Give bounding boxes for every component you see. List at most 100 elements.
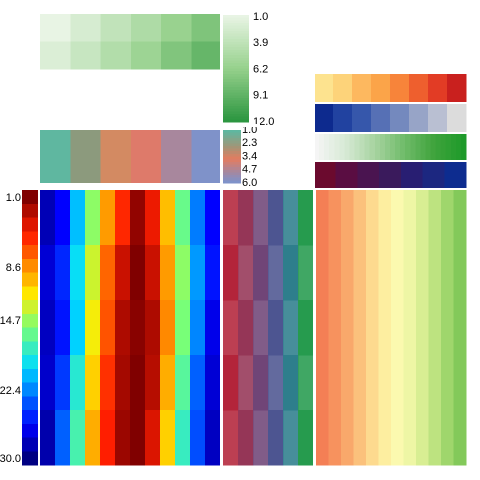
spectral-block-cell — [428, 190, 442, 246]
palette-swatch — [314, 104, 334, 132]
spectral-block-cell — [441, 190, 454, 246]
spectral-block-cell — [366, 410, 379, 466]
jet-column-cell — [22, 410, 38, 425]
jet-block-cell — [40, 410, 56, 466]
category-cell — [130, 130, 162, 183]
jet-block-cell — [85, 190, 101, 246]
spectral-block-cell — [341, 355, 354, 411]
category-colorbar-tick: 6.0 — [242, 177, 257, 189]
jet-block-cell — [55, 190, 71, 246]
category-colorbar-tick: 3.4 — [242, 150, 257, 162]
palette-swatch — [409, 104, 429, 132]
jet-block-cell — [100, 245, 116, 301]
jet-block-cell — [190, 300, 206, 356]
green-cell — [40, 14, 71, 42]
jet-block-cell — [85, 410, 101, 466]
jet-block-cell — [145, 190, 161, 246]
green-colorbar-segment — [223, 47, 249, 51]
spectral-block-cell — [353, 355, 367, 411]
green-colorbar-segment — [223, 39, 249, 43]
category-colorbar-segment — [223, 132, 241, 136]
palette-gradient-segment — [440, 134, 447, 160]
rbg-block-cell — [283, 410, 299, 466]
palette-swatch — [357, 162, 380, 188]
green-colorbar-segment — [223, 95, 249, 99]
green-cell — [100, 41, 132, 70]
green-cell — [191, 14, 223, 42]
jet-block-cell — [55, 245, 71, 301]
jet-block-cell — [190, 245, 206, 301]
jet-block-cell — [115, 355, 131, 411]
green-colorbar-segment — [223, 55, 249, 59]
category-colorbar-segment — [223, 130, 241, 134]
jet-block-cell — [175, 190, 191, 246]
spectral-block-cell — [341, 245, 354, 301]
jet-column-cell — [22, 203, 38, 219]
rbg-block-cell — [283, 190, 299, 246]
spectral-block-cell — [391, 300, 404, 356]
spectral-block-cell — [441, 245, 454, 301]
rbg-block-cell — [223, 190, 239, 246]
palette-gradient-segment — [334, 134, 340, 160]
category-cell — [100, 130, 132, 183]
palette-gradient-segment — [415, 134, 421, 160]
jet-column-cell — [22, 382, 38, 397]
palette-swatch — [314, 74, 334, 102]
spectral-block-cell — [366, 245, 379, 301]
jet-block-cell — [40, 190, 56, 246]
spectral-block-cell — [353, 300, 367, 356]
category-colorbar-segment — [223, 167, 241, 171]
rbg-block-cell — [253, 245, 269, 301]
jet-column-cell — [22, 231, 38, 246]
jet-block-cell — [100, 300, 116, 356]
jet-column-cell — [22, 423, 38, 439]
green-colorbar-tick: 9.1 — [253, 90, 268, 102]
jet-column-cell — [22, 190, 38, 205]
spectral-block-cell — [403, 245, 417, 301]
spectral-block-cell — [453, 300, 467, 356]
spectral-block-cell — [341, 300, 354, 356]
jet-block-cell — [160, 300, 176, 356]
green-colorbar-segment — [223, 119, 249, 123]
rbg-block-cell — [238, 410, 254, 466]
green-colorbar-segment — [223, 105, 249, 110]
palette-gradient-segment — [450, 134, 457, 160]
palette-gradient-segment — [359, 134, 366, 160]
green-colorbar-segment — [223, 113, 249, 118]
palette-swatch — [447, 104, 467, 132]
green-colorbar-segment — [223, 33, 249, 37]
jet-block-cell — [145, 245, 161, 301]
jet-block-cell — [100, 190, 116, 246]
jet-block-cell — [175, 355, 191, 411]
spectral-block-cell — [416, 410, 429, 466]
green-colorbar-segment — [223, 36, 249, 40]
category-colorbar-segment — [223, 172, 241, 176]
jet-column-tick: 14.7 — [0, 315, 21, 327]
spectral-block-cell — [353, 190, 367, 246]
jet-block-cell — [40, 355, 56, 411]
spectral-block-cell — [328, 245, 342, 301]
spectral-block-cell — [391, 355, 404, 411]
palette-gradient-segment — [379, 134, 386, 160]
jet-block-cell — [160, 190, 176, 246]
green-colorbar-segment — [223, 63, 249, 67]
jet-block-cell — [55, 300, 71, 356]
jet-block-cell — [70, 410, 86, 466]
spectral-block-cell — [453, 190, 467, 246]
palette-gradient-segment — [430, 134, 437, 160]
spectral-block-cell — [328, 355, 342, 411]
spectral-block-cell — [391, 245, 404, 301]
rbg-block-cell — [238, 245, 254, 301]
jet-block-cell — [130, 410, 146, 466]
green-cell — [100, 14, 132, 42]
jet-column-tick: 1.0 — [6, 192, 21, 204]
palette-gradient-segment — [344, 134, 351, 160]
jet-column-tick: 22.4 — [0, 385, 21, 397]
rbg-block-cell — [268, 410, 284, 466]
spectral-block-cell — [316, 300, 329, 356]
jet-block-cell — [70, 245, 86, 301]
palette-gradient-segment — [400, 134, 406, 160]
jet-block-cell — [115, 190, 131, 246]
jet-column-cell — [22, 368, 38, 384]
category-colorbar-segment — [223, 175, 241, 179]
